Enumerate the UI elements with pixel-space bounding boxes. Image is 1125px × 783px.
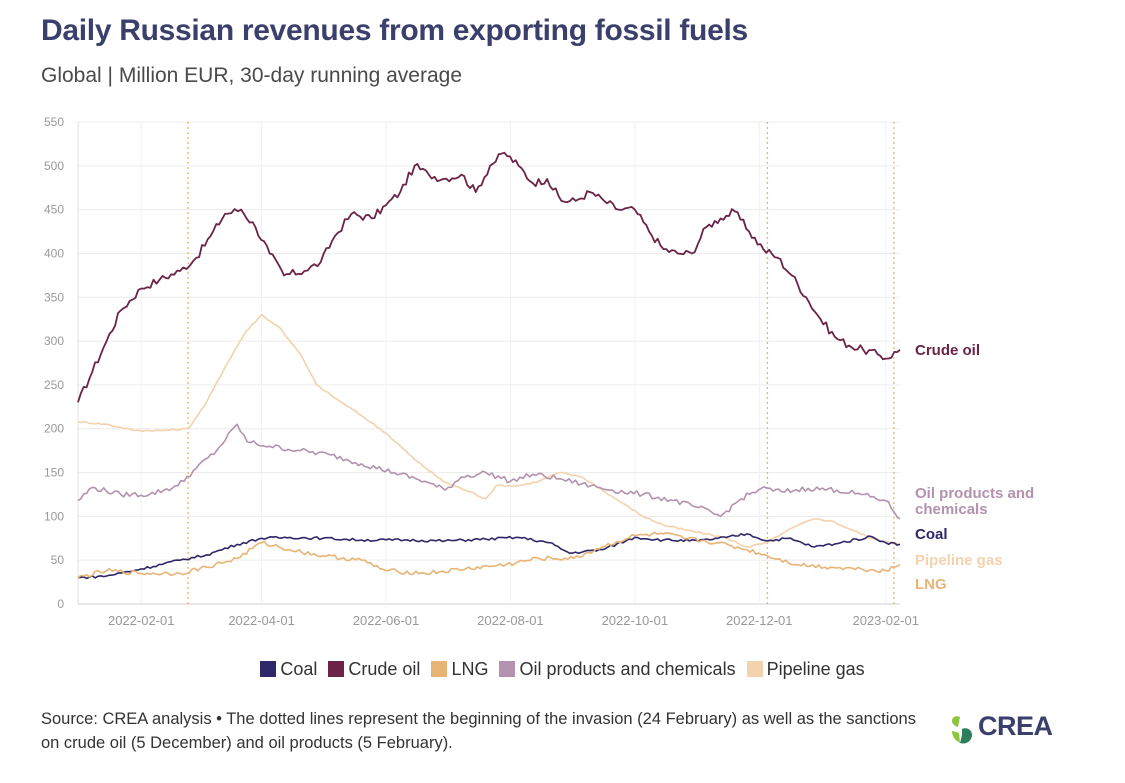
legend-swatch — [328, 661, 344, 677]
y-tick-label: 400 — [44, 246, 64, 260]
series-line-coal — [78, 534, 900, 579]
x-tick-label: 2022-06-01 — [353, 613, 420, 628]
legend-label: Oil products and chemicals — [519, 659, 735, 679]
y-tick-label: 350 — [44, 290, 64, 304]
y-tick-label: 50 — [51, 553, 65, 567]
y-tick-label: 450 — [44, 203, 64, 217]
legend-item-oil-products[interactable]: Oil products and chemicals — [499, 659, 735, 680]
legend: Coal Crude oil LNG Oil products and chem… — [0, 658, 1125, 680]
legend-item-crude-oil[interactable]: Crude oil — [328, 659, 420, 680]
y-tick-label: 150 — [44, 466, 64, 480]
series-line-crude-oil — [78, 153, 900, 403]
series-label-crude-oil: Crude oil — [915, 342, 980, 359]
y-tick-label: 0 — [57, 597, 64, 611]
y-tick-label: 250 — [44, 378, 64, 392]
x-tick-label: 2022-02-01 — [108, 613, 175, 628]
crea-logo-icon — [948, 713, 976, 753]
legend-item-pipeline-gas[interactable]: Pipeline gas — [747, 659, 865, 680]
legend-item-lng[interactable]: LNG — [431, 659, 488, 680]
chart: 0 50 100 150 200 250 300 350 400 450 500 550 2022-02… — [0, 0, 1125, 650]
y-tick-label: 100 — [44, 509, 64, 523]
legend-swatch — [260, 661, 276, 677]
legend-label: Crude oil — [348, 659, 420, 679]
legend-swatch — [747, 661, 763, 677]
legend-label: Coal — [280, 659, 317, 679]
series-label-lng: LNG — [915, 576, 947, 593]
series-label-oil-products-and-chemicals: chemicals — [915, 501, 988, 518]
y-tick-label: 200 — [44, 422, 64, 436]
crea-logo-text: CREA — [978, 711, 1053, 742]
series-label-coal: Coal — [915, 526, 948, 543]
y-tick-label: 500 — [44, 159, 64, 173]
x-tick-label: 2023-02-01 — [852, 613, 919, 628]
series-label-pipeline-gas: Pipeline gas — [915, 552, 1003, 569]
legend-label: Pipeline gas — [767, 659, 865, 679]
legend-item-coal[interactable]: Coal — [260, 659, 317, 680]
legend-swatch — [499, 661, 515, 677]
source-footnote: Source: CREA analysis • The dotted lines… — [41, 707, 921, 755]
x-tick-label: 2022-10-01 — [602, 613, 669, 628]
series-label-oil-products-and-chemicals: Oil products and — [915, 485, 1034, 502]
legend-swatch — [431, 661, 447, 677]
y-tick-label: 300 — [44, 334, 64, 348]
series-line-pipeline-gas — [78, 315, 900, 547]
y-tick-label: 550 — [44, 115, 64, 129]
x-tick-label: 2022-04-01 — [228, 613, 295, 628]
series-line-oil-products-and-chemicals — [78, 424, 900, 519]
legend-label: LNG — [451, 659, 488, 679]
x-tick-label: 2022-08-01 — [477, 613, 544, 628]
x-tick-label: 2022-12-01 — [726, 613, 793, 628]
